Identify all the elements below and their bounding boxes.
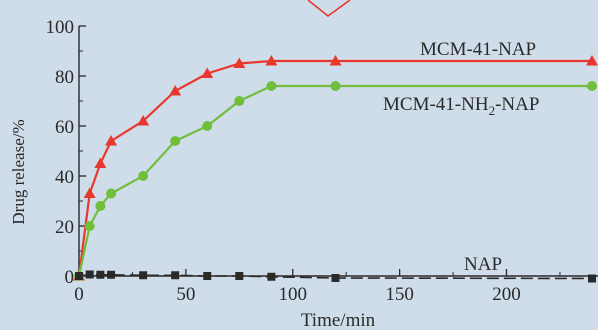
data-point-square xyxy=(331,274,340,282)
data-point-square xyxy=(588,274,596,283)
data-point-circle xyxy=(138,171,149,181)
data-point-circle xyxy=(170,136,181,146)
data-point-square xyxy=(75,272,83,280)
data-point-square xyxy=(107,270,116,279)
data-point-square xyxy=(235,272,244,280)
top-triangle-decoration xyxy=(307,0,351,18)
data-point-circle xyxy=(234,96,245,106)
data-point-circle xyxy=(106,188,117,199)
data-point-circle xyxy=(84,221,95,231)
data-point-triangle xyxy=(169,85,182,96)
data-point-square xyxy=(267,272,276,281)
data-point-circle xyxy=(587,81,597,91)
data-point-circle xyxy=(330,81,341,91)
data-point-square xyxy=(139,271,148,280)
data-point-triangle xyxy=(105,135,118,146)
x-tick-label: 50 xyxy=(176,284,195,305)
data-point-square xyxy=(85,270,94,279)
x-tick-label: 150 xyxy=(385,284,414,305)
x-axis-title: Time/min xyxy=(301,310,376,330)
y-tick-label: 20 xyxy=(55,217,74,238)
series-labels: MCM-41-NAP MCM-41-NH2-NAP NAP xyxy=(383,39,539,275)
y-tick-label: 60 xyxy=(55,117,74,138)
data-point-square xyxy=(171,271,180,280)
data-point-circle xyxy=(202,121,213,131)
data-point-circle xyxy=(266,81,277,91)
data-point-square xyxy=(96,270,105,279)
series-label-1: MCM-41-NH2-NAP xyxy=(383,94,539,118)
data-point-triangle xyxy=(83,187,96,198)
decor-triangle xyxy=(307,0,351,18)
series-label-2: NAP xyxy=(464,254,502,275)
x-tick-label: 200 xyxy=(492,284,521,305)
data-point-square xyxy=(203,272,212,280)
y-tick-label: 40 xyxy=(55,167,74,188)
series-label-0: MCM-41-NAP xyxy=(420,39,536,60)
series-group xyxy=(73,55,598,283)
data-point-triangle xyxy=(586,55,598,66)
y-tick-label: 0 xyxy=(65,267,75,288)
y-tick-label: 80 xyxy=(55,67,74,88)
data-point-triangle xyxy=(137,115,150,126)
data-point-triangle xyxy=(201,67,214,78)
x-tick-label: 0 xyxy=(74,284,84,305)
x-tick-label: 100 xyxy=(279,284,308,305)
axes: 0 20 40 60 80 100 0 50 100 150 200 xyxy=(46,17,598,305)
y-axis-title: Drug release/% xyxy=(9,119,28,224)
y-tick-label: 100 xyxy=(46,17,75,38)
data-point-circle xyxy=(95,201,106,211)
data-point-triangle xyxy=(94,157,107,168)
data-point-triangle xyxy=(233,57,246,68)
data-point-triangle xyxy=(329,55,342,66)
data-point-triangle xyxy=(265,55,278,66)
